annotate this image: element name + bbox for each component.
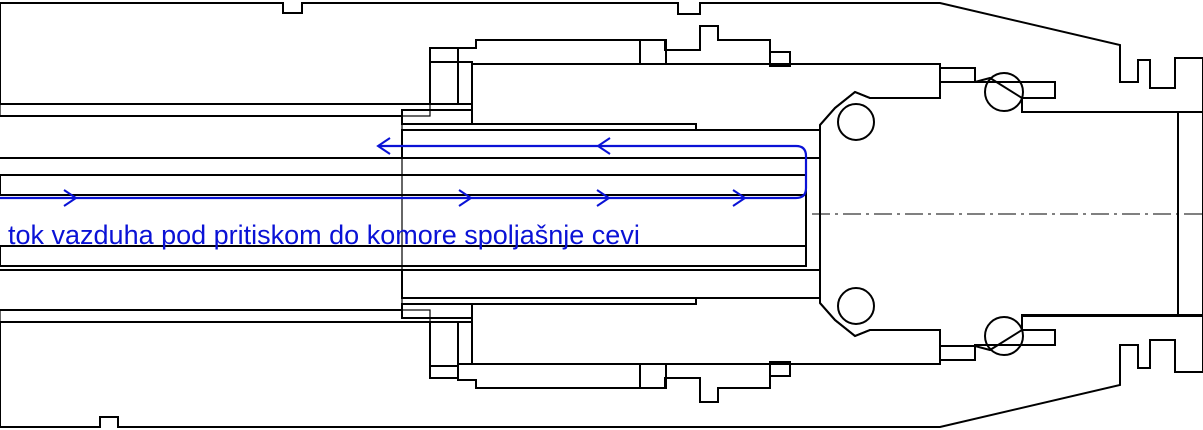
flow-arrow-2 xyxy=(458,189,473,207)
sleeve-bottom xyxy=(471,297,941,389)
collar-outlines xyxy=(401,47,697,379)
flow-arrow-4 xyxy=(732,189,747,207)
air-flow-path xyxy=(0,137,808,207)
flow-label: tok vazduha pod pritiskom do komore spol… xyxy=(8,220,640,250)
flow-arrow-5 xyxy=(596,137,611,155)
plug-nose xyxy=(1177,111,1203,317)
flow-arrow-6 xyxy=(376,137,391,155)
housing-bottom xyxy=(0,314,1203,428)
flow-arrow-3 xyxy=(596,189,611,207)
seal-rings xyxy=(837,72,1024,356)
flow-arrow-1 xyxy=(63,189,78,207)
sleeve-top xyxy=(471,39,941,131)
step-details xyxy=(700,25,976,403)
